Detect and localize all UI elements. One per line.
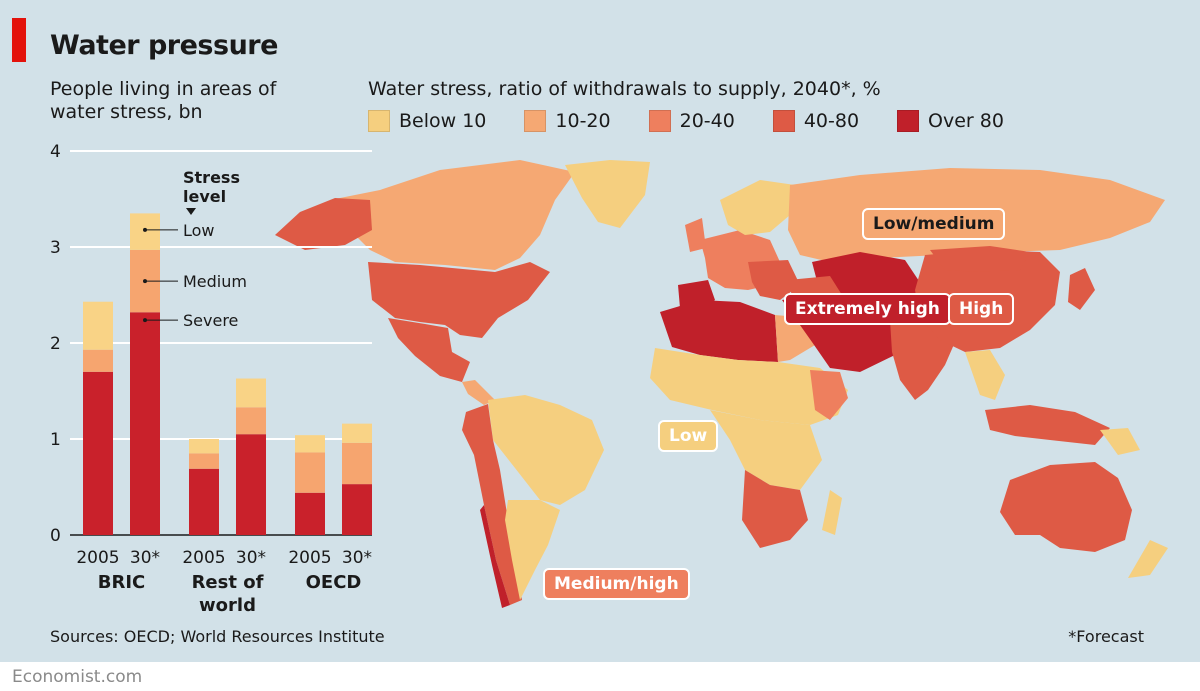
stress-key-label: Low — [183, 221, 215, 240]
chart-title: Water pressure — [50, 30, 278, 61]
x-tick-label: 30* — [342, 548, 372, 568]
x-tick-label: 30* — [236, 548, 266, 568]
forecast-note: *Forecast — [1068, 627, 1144, 646]
x-tick-label: 30* — [130, 548, 160, 568]
map-madagascar — [822, 490, 842, 535]
legend-label: 10-20 — [555, 110, 611, 132]
region-label: Low/medium — [862, 208, 1006, 240]
chart-canvas: 0 1 2 3 4 2005 30* 2005 30* 2005 30* BRIC Rest ofwor… — [50, 142, 1168, 616]
bar-severe — [342, 484, 372, 535]
stress-key-label: Medium — [183, 272, 247, 291]
y-tick-label: 1 — [50, 430, 61, 450]
y-tick-label: 3 — [50, 238, 61, 258]
x-tick-label: 2005 — [76, 548, 119, 568]
bar-low — [295, 435, 325, 453]
region-label: Extremely high — [784, 293, 951, 325]
map-legend-title: Water stress, ratio of withdrawals to su… — [368, 78, 881, 100]
map-greenland — [565, 160, 650, 228]
map-legend-item: Below 10 — [368, 110, 486, 132]
chart-subtitle: People living in areas of water stress, … — [50, 78, 277, 123]
bar-severe — [295, 492, 325, 535]
group-label: OECD — [306, 572, 362, 593]
group-label: Rest of — [192, 572, 264, 593]
group-label: world — [199, 595, 256, 616]
map-legend-item: Over 80 — [897, 110, 1004, 132]
y-tick-label: 2 — [50, 334, 61, 354]
bar-severe — [189, 468, 219, 535]
stress-legend-title: level — [183, 187, 226, 206]
map-central-africa — [710, 410, 822, 490]
stress-legend-arrow — [186, 208, 196, 215]
bar-severe — [236, 434, 266, 535]
legend-label: 40-80 — [803, 110, 860, 132]
map-mongolia — [930, 246, 1030, 272]
map-scandinavia — [720, 180, 795, 235]
map-argentina — [505, 500, 560, 600]
world-map — [275, 160, 1168, 608]
legend-swatch — [772, 110, 795, 132]
map-andes — [462, 404, 522, 605]
legend-label: 20-40 — [679, 110, 735, 132]
legend-swatch — [897, 110, 920, 132]
region-label: High — [948, 293, 1015, 325]
bar-low — [236, 378, 266, 408]
map-indonesia — [985, 405, 1110, 445]
map-japan — [1068, 268, 1095, 310]
bar-medium — [236, 407, 266, 435]
brand-tag — [12, 18, 26, 62]
stress-key-label: Severe — [183, 311, 238, 330]
legend-label: Below 10 — [399, 110, 487, 132]
map-legend-item: 10-20 — [524, 110, 611, 132]
map-canada — [330, 160, 575, 270]
x-tick-label: 2005 — [182, 548, 225, 568]
bar-medium — [342, 442, 372, 485]
region-label: Medium/high — [543, 568, 690, 600]
map-legend-item: 20-40 — [648, 110, 735, 132]
bar-medium — [295, 452, 325, 493]
map-balkans — [748, 260, 800, 300]
map-mexico — [388, 318, 470, 382]
map-central-america — [462, 380, 495, 405]
legend-swatch — [368, 110, 390, 132]
sources-note: Sources: OECD; World Resources Institute — [50, 627, 385, 646]
map-uk — [685, 218, 706, 252]
legend-label: Over 80 — [928, 110, 1004, 132]
map-iberia — [678, 280, 715, 312]
map-alaska — [275, 198, 372, 250]
map-new-guinea — [1100, 428, 1140, 455]
map-brazil — [488, 395, 604, 505]
bar-low — [83, 301, 113, 350]
map-southeast-asia — [965, 350, 1005, 400]
bar-low — [342, 423, 372, 443]
map-north-africa — [660, 300, 778, 362]
legend-swatch — [524, 110, 547, 132]
map-australia — [1000, 462, 1132, 552]
map-new-zealand — [1128, 540, 1168, 578]
legend-swatch — [648, 110, 671, 132]
bar-medium — [83, 349, 113, 372]
y-tick-label: 0 — [50, 526, 61, 546]
bar-low — [189, 439, 219, 454]
y-tick-label: 4 — [50, 142, 61, 162]
map-legend: Below 10 10-20 20-40 40-80 Over 80 — [368, 110, 1004, 132]
map-india — [890, 320, 955, 400]
region-label: Low — [658, 420, 719, 452]
map-chile — [480, 505, 510, 608]
bar-medium — [189, 453, 219, 469]
map-legend-item: 40-80 — [772, 110, 860, 132]
publisher-brand: Economist.com — [12, 667, 143, 687]
x-tick-label: 2005 — [288, 548, 331, 568]
map-east-africa — [810, 370, 848, 420]
map-sahel — [650, 348, 848, 425]
map-southern-africa — [742, 470, 808, 548]
stress-legend-title: Stress — [183, 168, 240, 187]
bar-severe — [83, 371, 113, 535]
group-label: BRIC — [98, 572, 146, 593]
bar-severe — [130, 312, 160, 535]
map-usa — [368, 262, 550, 338]
